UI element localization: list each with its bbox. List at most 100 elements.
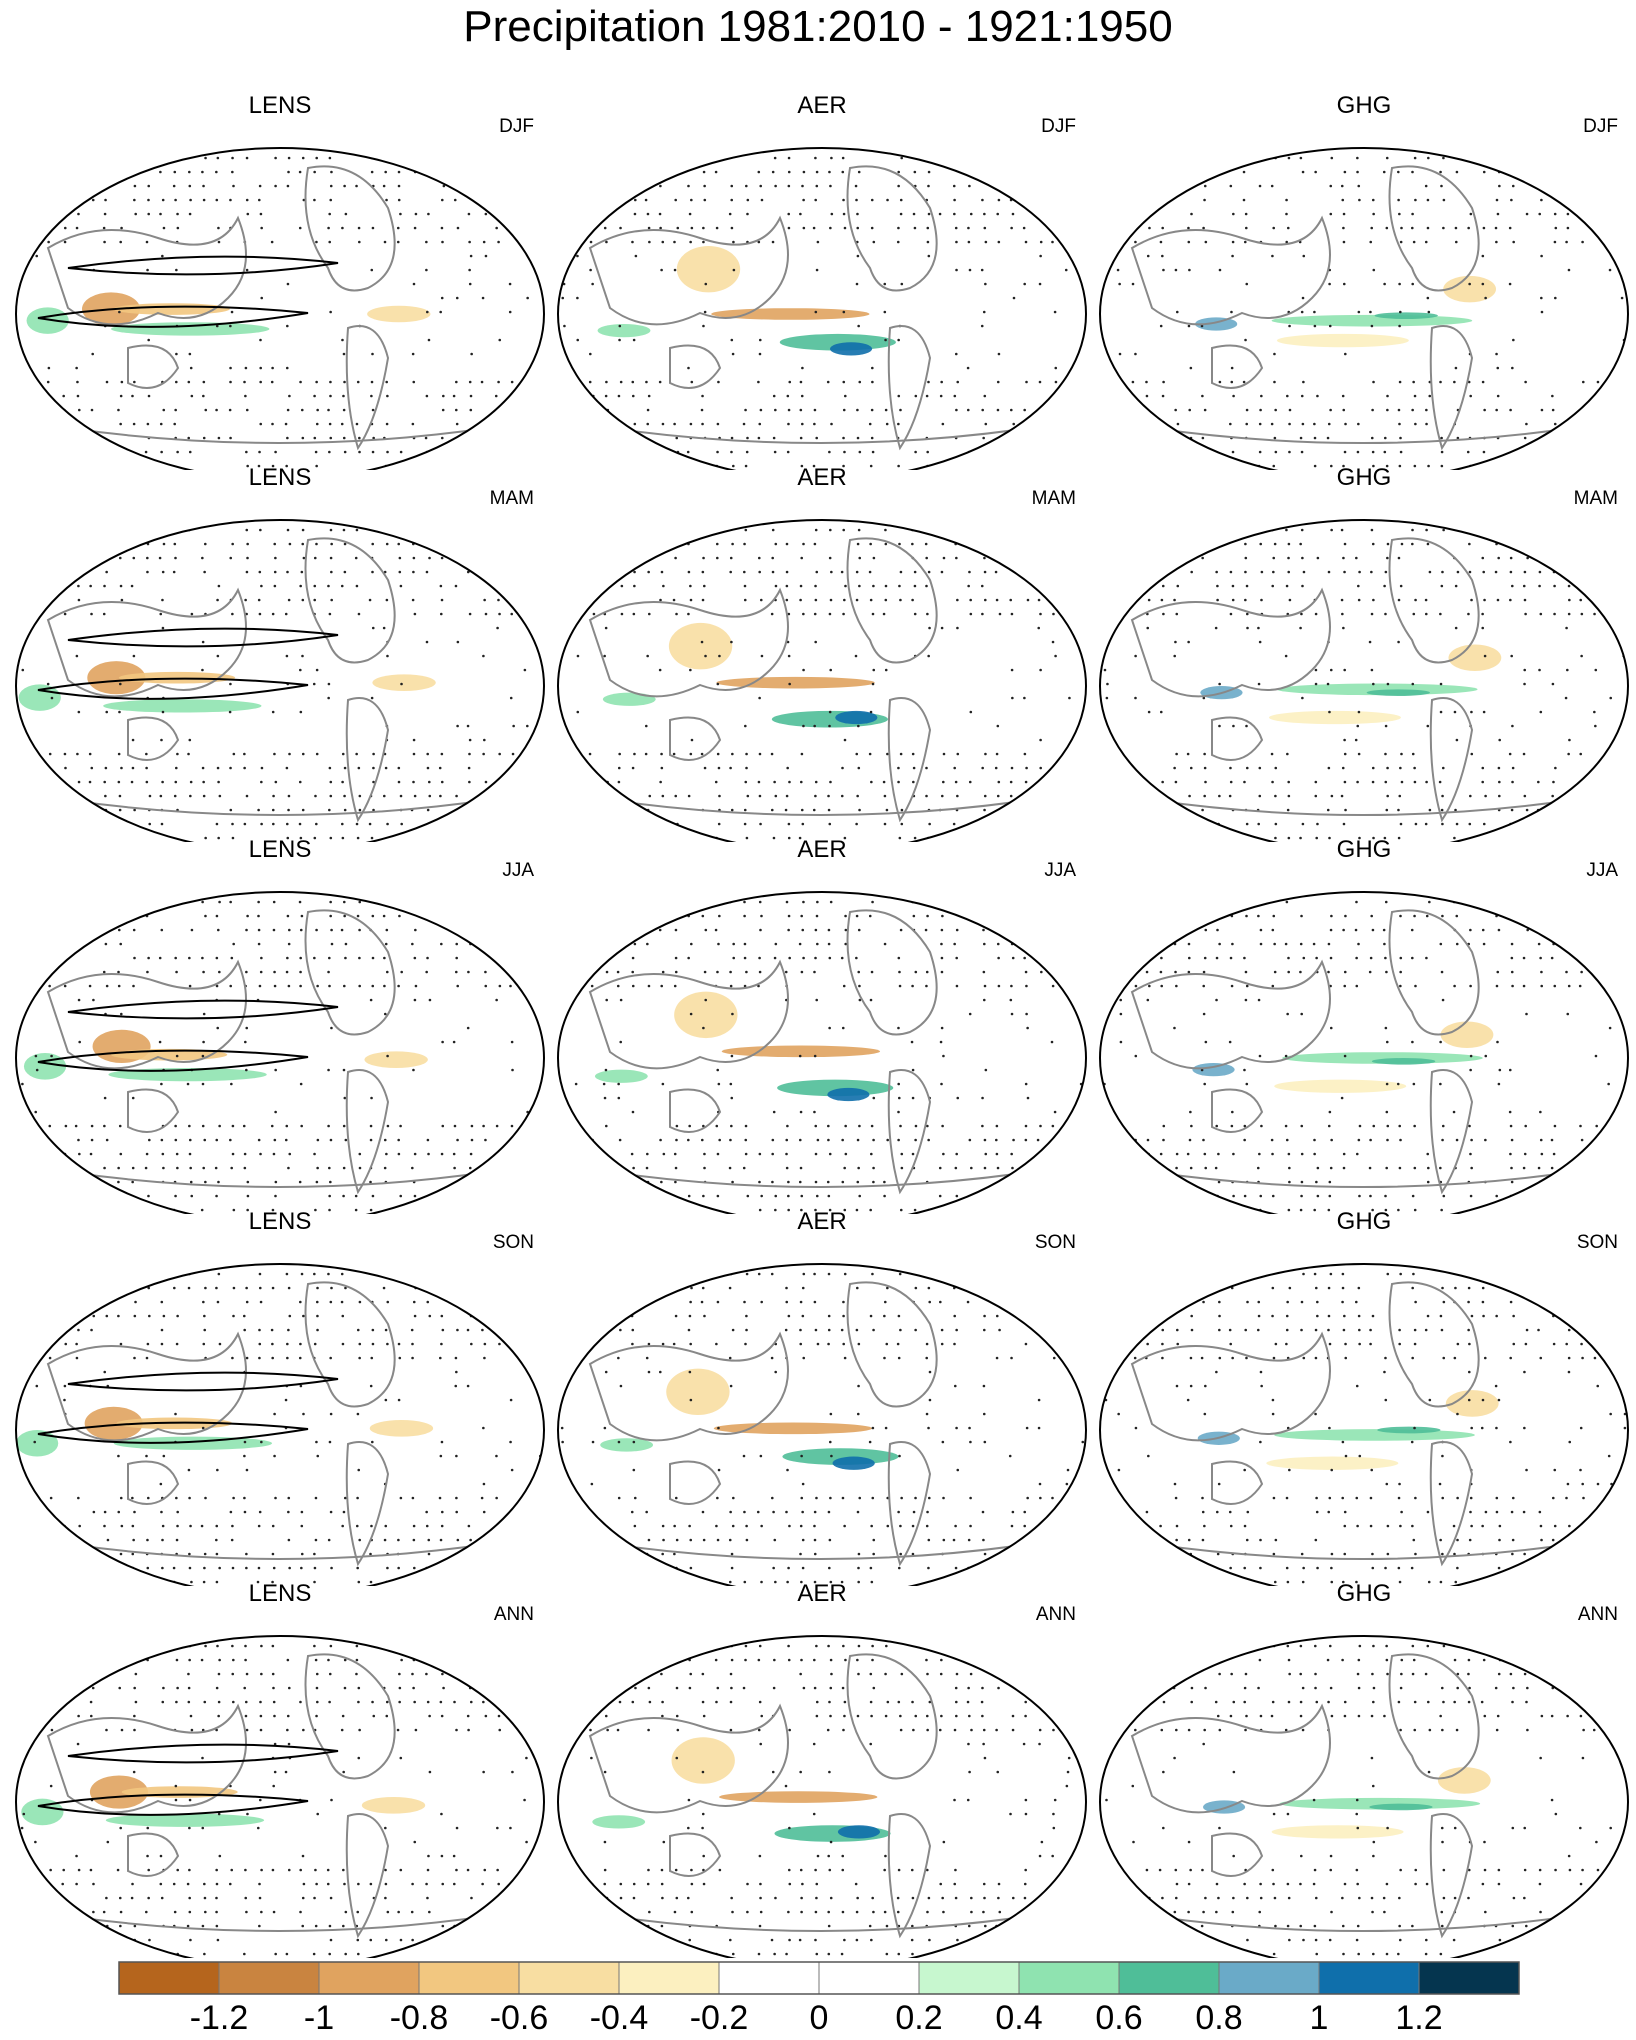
- significance-dot: [899, 570, 903, 574]
- significance-dot: [525, 1510, 528, 1514]
- significance-dot: [857, 928, 861, 932]
- significance-dot: [854, 184, 858, 188]
- significance-dot: [1580, 612, 1584, 616]
- significance-dot: [870, 1524, 873, 1528]
- significance-dot: [605, 1166, 608, 1170]
- significance-dot: [1554, 766, 1557, 770]
- significance-dot: [1594, 900, 1597, 904]
- significance-dot: [35, 170, 38, 174]
- significance-dot: [299, 928, 303, 932]
- significance-dot: [384, 942, 388, 946]
- significance-dot: [900, 808, 904, 812]
- significance-dot: [785, 794, 789, 798]
- significance-dot: [1386, 556, 1389, 560]
- significance-dot: [1052, 1356, 1056, 1360]
- significance-dot: [941, 1124, 944, 1128]
- significance-dot: [718, 794, 721, 798]
- significance-dot: [104, 942, 108, 946]
- significance-dot: [1354, 1300, 1358, 1304]
- significance-dot: [497, 422, 500, 426]
- significance-dot: [858, 1124, 861, 1128]
- significance-dot: [577, 900, 581, 904]
- significance-dot: [882, 612, 886, 616]
- significance-dot: [1593, 914, 1596, 918]
- significance-dot: [787, 156, 791, 160]
- significance-dot: [829, 668, 833, 672]
- significance-dot: [1427, 1166, 1430, 1170]
- significance-dot: [384, 528, 388, 532]
- significance-dot: [231, 836, 235, 840]
- significance-dot: [176, 1314, 179, 1318]
- significance-dot: [186, 1082, 190, 1086]
- significance-dot: [1300, 914, 1303, 918]
- significance-dot: [885, 1342, 889, 1346]
- significance-dot: [259, 970, 263, 974]
- significance-dot: [1066, 1496, 1069, 1500]
- significance-dot: [313, 394, 316, 398]
- significance-dot: [1011, 696, 1014, 700]
- significance-dot: [538, 198, 542, 202]
- significance-dot: [1594, 780, 1598, 784]
- significance-dot: [1551, 808, 1554, 812]
- significance-dot: [1496, 212, 1500, 216]
- significance-dot: [1441, 1552, 1444, 1556]
- significance-dot: [562, 1300, 566, 1304]
- significance-dot: [441, 156, 444, 160]
- significance-dot: [1340, 794, 1344, 798]
- coastline: [46, 1331, 247, 1442]
- significance-dot: [844, 1124, 847, 1128]
- significance-dot: [619, 998, 623, 1002]
- significance-dot: [77, 710, 81, 714]
- significance-dot: [925, 1524, 929, 1528]
- significance-dot: [356, 1412, 360, 1416]
- significance-dot: [132, 900, 136, 904]
- significance-dot: [798, 942, 802, 946]
- significance-dot: [245, 1566, 248, 1570]
- significance-dot: [189, 780, 193, 784]
- significance-dot: [344, 1138, 348, 1142]
- significance-dot: [1272, 226, 1276, 230]
- significance-dot: [1271, 1314, 1274, 1318]
- significance-dot: [660, 984, 664, 988]
- significance-dot: [1229, 956, 1233, 960]
- significance-dot: [1411, 1356, 1414, 1360]
- significance-dot: [1040, 584, 1044, 588]
- significance-dot: [1454, 1580, 1458, 1584]
- significance-dot: [1328, 1426, 1331, 1430]
- significance-dot: [1553, 240, 1557, 244]
- significance-dot: [300, 1566, 303, 1570]
- significance-dot: [92, 1314, 96, 1318]
- significance-dot: [1215, 1370, 1218, 1374]
- significance-dot: [357, 612, 361, 616]
- significance-dot: [231, 822, 234, 826]
- significance-dot: [1159, 324, 1163, 328]
- significance-dot: [799, 1110, 803, 1114]
- significance-dot: [799, 1524, 803, 1528]
- significance-dot: [232, 1286, 236, 1290]
- significance-dot: [924, 542, 928, 546]
- significance-dot: [441, 528, 445, 532]
- significance-dot: [400, 822, 403, 826]
- significance-dot: [525, 780, 528, 784]
- significance-dot: [1468, 822, 1472, 826]
- significance-dot: [330, 1566, 333, 1570]
- significance-dot: [561, 998, 565, 1002]
- coastline: [1429, 697, 1474, 823]
- significance-dot: [829, 528, 832, 532]
- significance-dot: [1538, 184, 1541, 188]
- significance-dot: [1414, 198, 1417, 202]
- significance-dot: [245, 970, 248, 974]
- significance-dot: [496, 626, 499, 630]
- significance-dot: [161, 1538, 164, 1542]
- anomaly-region: [835, 710, 878, 725]
- significance-dot: [787, 612, 791, 616]
- significance-dot: [202, 1040, 205, 1044]
- significance-dot: [1328, 1342, 1332, 1346]
- significance-dot: [329, 184, 333, 188]
- significance-dot: [1497, 1272, 1501, 1276]
- significance-dot: [1512, 338, 1515, 342]
- significance-dot: [147, 156, 151, 160]
- significance-dot: [911, 542, 914, 546]
- significance-dot: [1230, 310, 1233, 314]
- significance-dot: [648, 794, 652, 798]
